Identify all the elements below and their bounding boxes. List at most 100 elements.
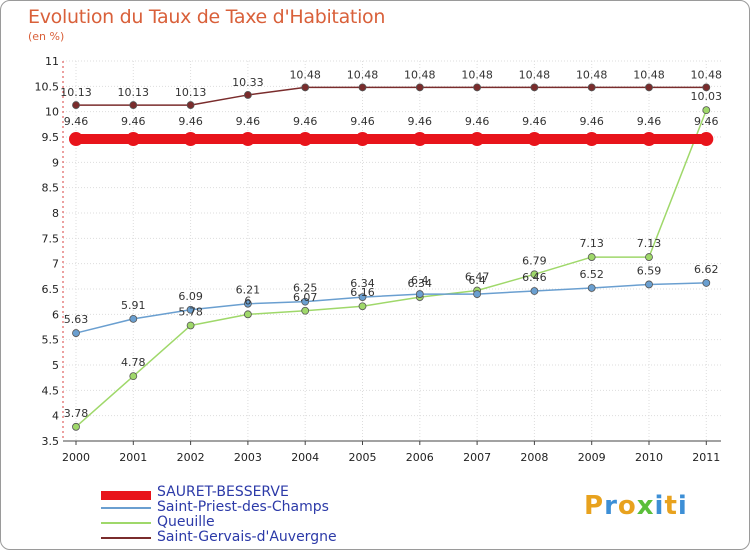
legend-label-queuille: Queuille [157, 514, 215, 530]
x-tick-label: 2009 [578, 451, 606, 464]
data-point-1 [301, 297, 310, 306]
data-point-1 [186, 305, 195, 314]
data-point-0 [642, 132, 656, 147]
data-point-1 [530, 287, 539, 295]
data-point-2 [587, 253, 596, 261]
data-label-1: 6.21 [236, 284, 261, 297]
data-label-0: 9.46 [408, 115, 433, 128]
logo-letter: t [664, 491, 678, 521]
logo-letter: i [677, 491, 688, 521]
data-label-3: 10.13 [175, 86, 207, 99]
x-tick-label: 2008 [520, 451, 548, 464]
y-tick-label: 4 [52, 410, 59, 423]
data-label-0: 9.46 [579, 115, 604, 128]
data-point-3 [186, 101, 195, 109]
y-tick-label: 11 [45, 55, 59, 68]
x-tick-label: 2007 [463, 451, 491, 464]
data-point-3 [301, 83, 310, 92]
data-label-0: 9.46 [293, 115, 318, 128]
data-point-1 [358, 293, 367, 302]
y-tick-label: 9 [52, 156, 59, 169]
y-tick-label: 4.5 [42, 384, 60, 397]
data-label-3: 10.48 [519, 68, 551, 81]
data-point-2 [243, 310, 252, 319]
data-point-3 [243, 91, 252, 99]
data-label-0: 9.46 [637, 115, 662, 128]
x-tick-label: 2004 [291, 451, 319, 464]
data-label-0: 9.46 [121, 115, 146, 128]
y-tick-label: 6 [52, 308, 59, 321]
data-point-2 [186, 321, 195, 330]
data-label-3: 10.48 [691, 68, 723, 81]
data-label-2: 7.13 [579, 237, 604, 250]
data-label-0: 9.46 [522, 115, 547, 128]
legend-label-saint-gervais: Saint-Gervais-d'Auvergne [157, 529, 337, 545]
y-tick-label: 9.5 [42, 131, 60, 144]
data-label-2: 6.16 [350, 286, 375, 299]
data-point-1 [72, 329, 80, 337]
data-label-1: 6.25 [293, 282, 318, 295]
data-label-2: 6.47 [465, 271, 490, 284]
data-label-2: 7.13 [637, 237, 662, 250]
data-label-1: 5.63 [64, 313, 89, 326]
data-label-0: 9.46 [465, 115, 490, 128]
data-point-0 [183, 132, 198, 147]
data-point-3 [530, 83, 539, 92]
data-label-0: 9.46 [694, 115, 719, 128]
y-tick-label: 10 [45, 106, 59, 119]
proxiti-logo: Proxiti [584, 491, 688, 521]
legend-swatch-queuille [101, 522, 151, 524]
x-tick-label: 2001 [119, 451, 147, 464]
x-tick-label: 2005 [349, 451, 377, 464]
data-point-0 [527, 132, 542, 147]
data-label-2: 6 [244, 294, 251, 307]
data-label-3: 10.48 [633, 68, 665, 81]
x-tick-label: 2006 [406, 451, 434, 464]
series-line-3 [76, 86, 707, 106]
data-label-2: 6.07 [293, 291, 318, 304]
data-label-1: 6.46 [522, 271, 547, 284]
x-tick-label: 2000 [62, 451, 90, 464]
data-label-1: 6.4 [411, 274, 429, 287]
series-line-1 [75, 282, 707, 334]
data-label-2: 4.78 [121, 356, 146, 369]
chart-subtitle: (en %) [28, 30, 65, 43]
data-point-3 [645, 83, 653, 92]
data-point-3 [415, 83, 424, 92]
data-label-1: 6.4 [468, 274, 486, 287]
y-tick-label: 7.5 [42, 232, 60, 245]
data-point-3 [72, 101, 80, 109]
legend-swatch-saint-gervais [101, 537, 151, 539]
logo-letter: i [654, 491, 665, 521]
data-point-2 [530, 270, 539, 279]
data-label-2: 5.78 [178, 305, 203, 318]
data-label-1: 6.52 [579, 268, 604, 281]
data-label-3: 10.13 [60, 86, 92, 99]
data-label-0: 9.46 [236, 115, 261, 128]
data-point-1 [587, 284, 596, 292]
data-label-1: 6.34 [350, 277, 375, 290]
chart-title: Evolution du Taux de Taxe d'Habitation [28, 6, 386, 28]
data-label-0: 9.46 [350, 115, 375, 128]
data-label-2: 3.78 [64, 407, 89, 420]
data-point-0 [584, 132, 599, 147]
data-label-2: 6.79 [522, 254, 547, 267]
y-tick-label: 5 [52, 359, 59, 372]
data-point-0 [699, 132, 714, 147]
data-point-1 [129, 314, 138, 323]
logo-letter: o [617, 491, 637, 521]
data-point-2 [129, 372, 138, 381]
data-point-1 [645, 280, 653, 289]
data-label-1: 6.09 [178, 290, 203, 303]
y-tick-label: 3.5 [42, 435, 60, 448]
data-point-0 [240, 132, 255, 147]
data-point-2 [72, 422, 80, 431]
y-tick-label: 7 [52, 258, 59, 271]
legend-swatch-sauret-besserve [101, 491, 151, 500]
data-point-0 [355, 132, 370, 147]
data-point-1 [702, 279, 711, 287]
data-label-3: 10.48 [576, 68, 608, 81]
logo-letter: r [604, 491, 618, 521]
legend-label-saint-priest: Saint-Priest-des-Champs [157, 499, 329, 515]
